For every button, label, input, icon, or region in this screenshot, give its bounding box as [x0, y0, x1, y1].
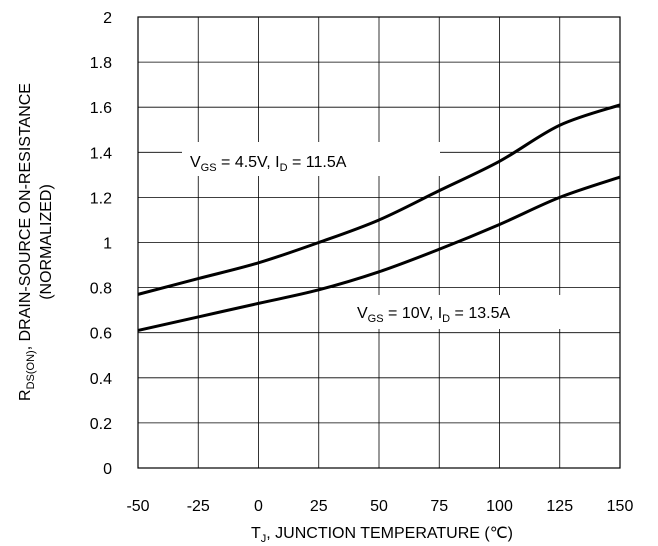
- series-line-2: [137, 175, 621, 332]
- annotation-2: VGS = 10V, ID = 13.5A: [357, 305, 510, 325]
- x-tick-label: 50: [370, 498, 388, 515]
- y-tick-label: 0.4: [90, 371, 112, 388]
- y-tick-label: 1.8: [90, 55, 112, 72]
- y-tick-label: 1.6: [90, 100, 112, 117]
- series-lines: [137, 103, 621, 332]
- y-axis-title-line2: (NORMALIZED): [38, 184, 55, 300]
- x-tick-label: -50: [126, 498, 149, 515]
- annotation-1-background: [182, 142, 440, 176]
- y-tick-label: 2: [103, 10, 112, 27]
- y-tick-label: 0.6: [90, 326, 112, 343]
- x-tick-label: 100: [486, 498, 513, 515]
- series-line-1: [137, 103, 621, 296]
- annotation-1: VGS = 4.5V, ID = 11.5A: [190, 154, 347, 174]
- annotation-2-background: [350, 295, 600, 329]
- y-tick-label: 1.2: [90, 190, 112, 207]
- x-tick-label: 75: [430, 498, 448, 515]
- x-axis-title: TJ, JUNCTION TEMPERATURE (℃): [251, 525, 513, 545]
- y-tick-label: 0.8: [90, 281, 112, 298]
- x-tick-label: -25: [187, 498, 210, 515]
- y-tick-label: 0.2: [90, 416, 112, 433]
- plot-area-frame: [137, 16, 621, 469]
- x-tick-label: 150: [607, 498, 634, 515]
- x-tick-label: 125: [546, 498, 573, 515]
- x-tick-label: 25: [310, 498, 328, 515]
- grid: [137, 16, 621, 469]
- y-axis-title-line1: RDS(ON), DRAIN-SOURCE ON-RESISTANCE: [17, 83, 37, 401]
- y-tick-label: 0: [103, 461, 112, 478]
- x-tick-label: 0: [254, 498, 263, 515]
- y-tick-label: 1.4: [90, 145, 112, 162]
- x-tick-labels: -50 -25 0 25 50 75 100 125 150: [126, 498, 633, 515]
- y-tick-labels: 0 0.2 0.4 0.6 0.8 1 1.2 1.4 1.6 1.8 2: [90, 10, 112, 478]
- y-tick-label: 1: [103, 236, 112, 253]
